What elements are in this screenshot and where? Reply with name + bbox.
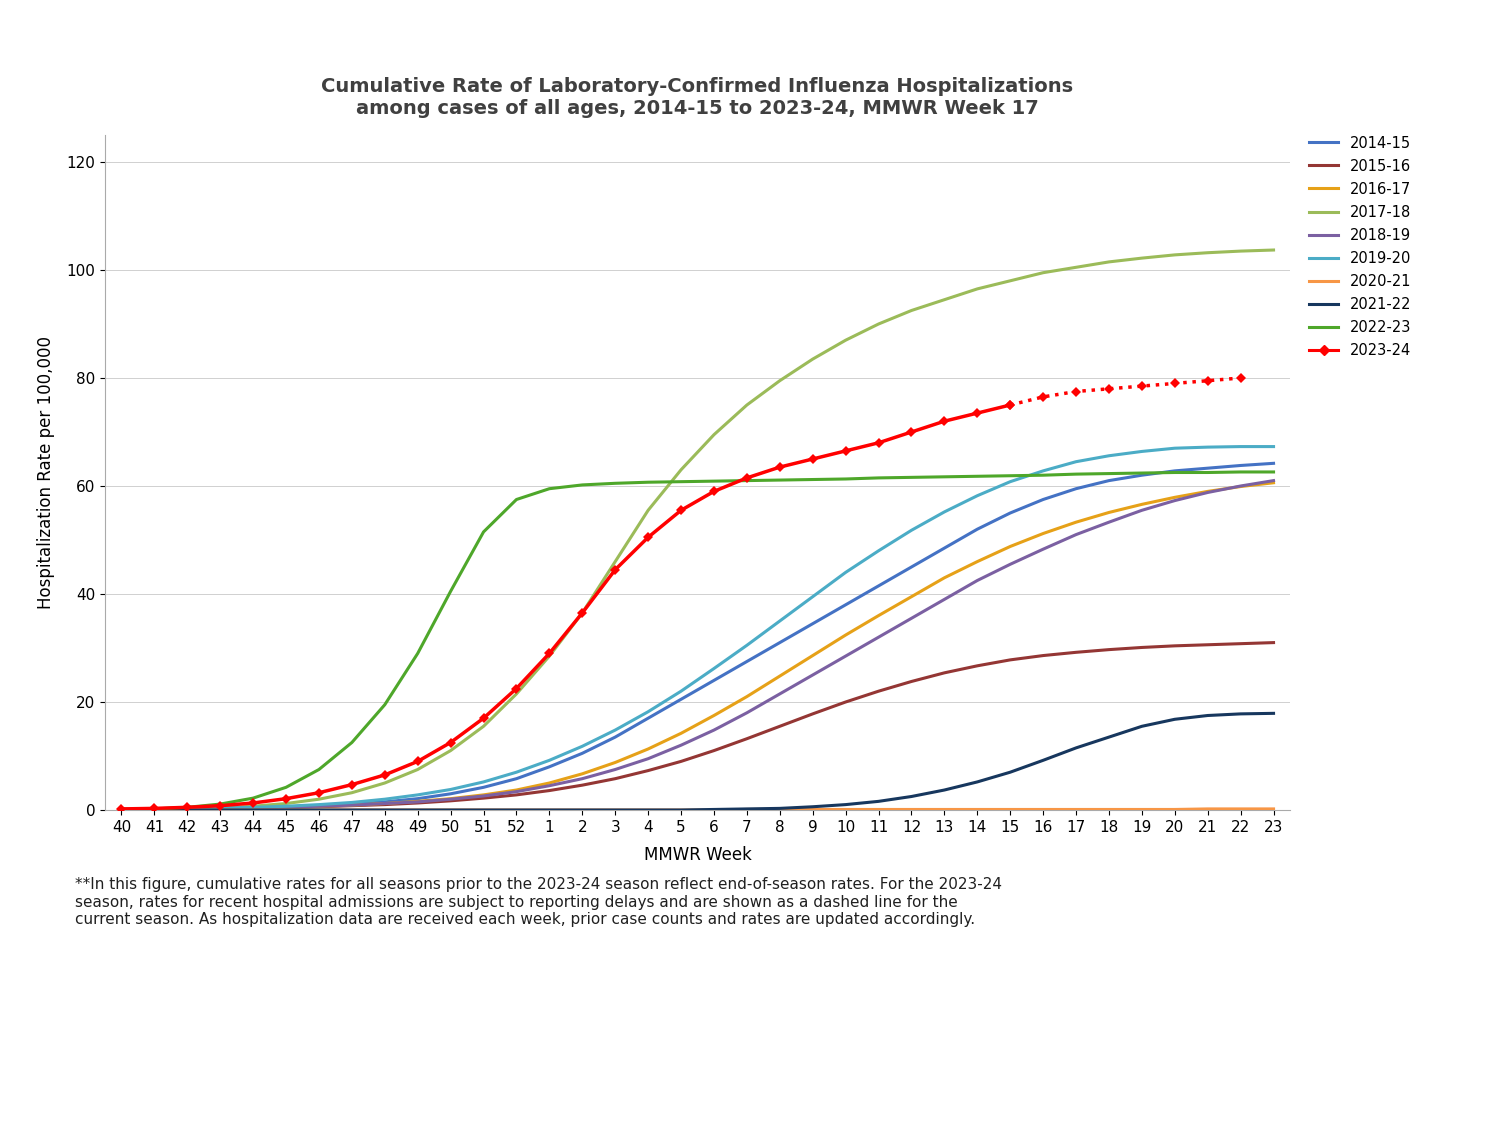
Text: **In this figure, cumulative rates for all seasons prior to the 2023-24 season r: **In this figure, cumulative rates for a… bbox=[75, 878, 1002, 927]
Legend: 2014-15, 2015-16, 2016-17, 2017-18, 2018-19, 2019-20, 2020-21, 2021-22, 2022-23,: 2014-15, 2015-16, 2016-17, 2017-18, 2018… bbox=[1310, 135, 1412, 358]
Title: Cumulative Rate of Laboratory-Confirmed Influenza Hospitalizations
among cases o: Cumulative Rate of Laboratory-Confirmed … bbox=[321, 78, 1074, 118]
Y-axis label: Hospitalization Rate per 100,000: Hospitalization Rate per 100,000 bbox=[38, 336, 56, 609]
X-axis label: MMWR Week: MMWR Week bbox=[644, 846, 752, 864]
